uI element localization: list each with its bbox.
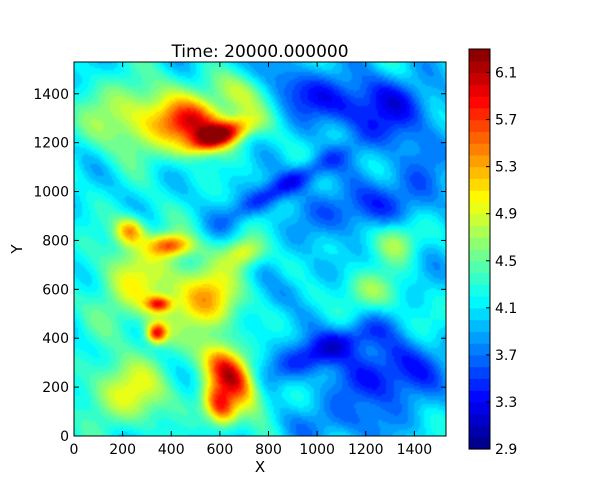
x-tick-label: 0 bbox=[70, 442, 79, 458]
colorbar bbox=[469, 49, 490, 450]
y-tick-label: 800 bbox=[42, 233, 69, 249]
y-axis-label: Y bbox=[8, 244, 26, 255]
chart-title: Time: 20000.000000 bbox=[170, 42, 348, 62]
x-tick-label: 800 bbox=[255, 442, 282, 458]
x-axis-label: X bbox=[255, 458, 265, 476]
colorbar-tick-label: 6.1 bbox=[495, 66, 517, 82]
colorbar-band bbox=[469, 307, 490, 321]
colorbar-axis: 2.9 3.3 3.7 4.1 4.5 4.9 5.3 5.7 6.1 bbox=[486, 66, 517, 458]
colorbar-band bbox=[469, 60, 490, 74]
colorbar-band bbox=[469, 390, 490, 403]
colorbar-band bbox=[469, 249, 490, 262]
colorbar-band bbox=[469, 119, 490, 132]
colorbar-band bbox=[469, 354, 490, 368]
x-tick-label: 400 bbox=[158, 442, 185, 458]
colorbar-tick-label: 5.7 bbox=[495, 113, 517, 129]
y-tick-label: 0 bbox=[60, 429, 69, 445]
colorbar-band bbox=[469, 319, 490, 332]
colorbar-band bbox=[469, 237, 490, 250]
colorbar-band bbox=[469, 366, 490, 380]
x-axis: 0 200 400 600 800 1000 1200 1400 bbox=[70, 62, 433, 458]
colorbar-band bbox=[469, 72, 490, 85]
colorbar-band bbox=[469, 84, 490, 97]
colorbar-band bbox=[469, 201, 490, 215]
colorbar-band bbox=[469, 401, 490, 415]
colorbar-band bbox=[469, 343, 490, 356]
x-tick-label: 600 bbox=[207, 442, 234, 458]
colorbar-band bbox=[469, 107, 490, 121]
y-tick-label: 600 bbox=[42, 282, 69, 298]
heatmap-canvas bbox=[74, 62, 446, 436]
colorbar-band bbox=[469, 49, 490, 62]
colorbar-tick-label: 5.3 bbox=[495, 160, 517, 176]
y-tick-label: 1000 bbox=[33, 185, 69, 201]
x-tick-label: 1400 bbox=[397, 442, 433, 458]
colorbar-band bbox=[469, 154, 490, 168]
colorbar-tick-label: 2.9 bbox=[495, 442, 517, 458]
heatmap-plot bbox=[74, 62, 446, 436]
colorbar-band bbox=[469, 131, 490, 144]
colorbar-band bbox=[469, 331, 490, 344]
colorbar-band bbox=[469, 166, 490, 180]
x-tick-label: 1000 bbox=[299, 442, 335, 458]
colorbar-band bbox=[469, 413, 490, 427]
colorbar-tick-label: 3.7 bbox=[495, 348, 517, 364]
colorbar-tick-label: 4.1 bbox=[495, 301, 517, 317]
colorbar-tick-label: 4.9 bbox=[495, 207, 517, 223]
y-tick-label: 1200 bbox=[33, 136, 69, 152]
y-axis: 0 200 400 600 800 1000 1200 1400 bbox=[33, 87, 446, 445]
colorbar-band bbox=[469, 296, 490, 309]
colorbar-band bbox=[469, 260, 490, 274]
colorbar-band bbox=[469, 272, 490, 285]
colorbar-band bbox=[469, 213, 490, 227]
colorbar-frame bbox=[468, 48, 491, 450]
colorbar-band bbox=[469, 96, 490, 109]
colorbar-band bbox=[469, 437, 490, 450]
colorbar-band bbox=[469, 284, 490, 297]
x-tick-label: 200 bbox=[109, 442, 136, 458]
x-tick-label: 1200 bbox=[348, 442, 384, 458]
colorbar-band bbox=[469, 425, 490, 438]
colorbar-band bbox=[469, 225, 490, 238]
y-tick-label: 1400 bbox=[33, 87, 69, 103]
colorbar-band bbox=[469, 143, 490, 156]
colorbar-band bbox=[469, 190, 490, 203]
y-tick-label: 400 bbox=[42, 331, 69, 347]
colorbar-tick-label: 4.5 bbox=[495, 254, 517, 270]
y-tick-label: 200 bbox=[42, 380, 69, 396]
colorbar-band bbox=[469, 378, 490, 391]
colorbar-tick-label: 3.3 bbox=[495, 395, 517, 411]
colorbar-band bbox=[469, 178, 490, 191]
plot-frame bbox=[73, 61, 447, 437]
